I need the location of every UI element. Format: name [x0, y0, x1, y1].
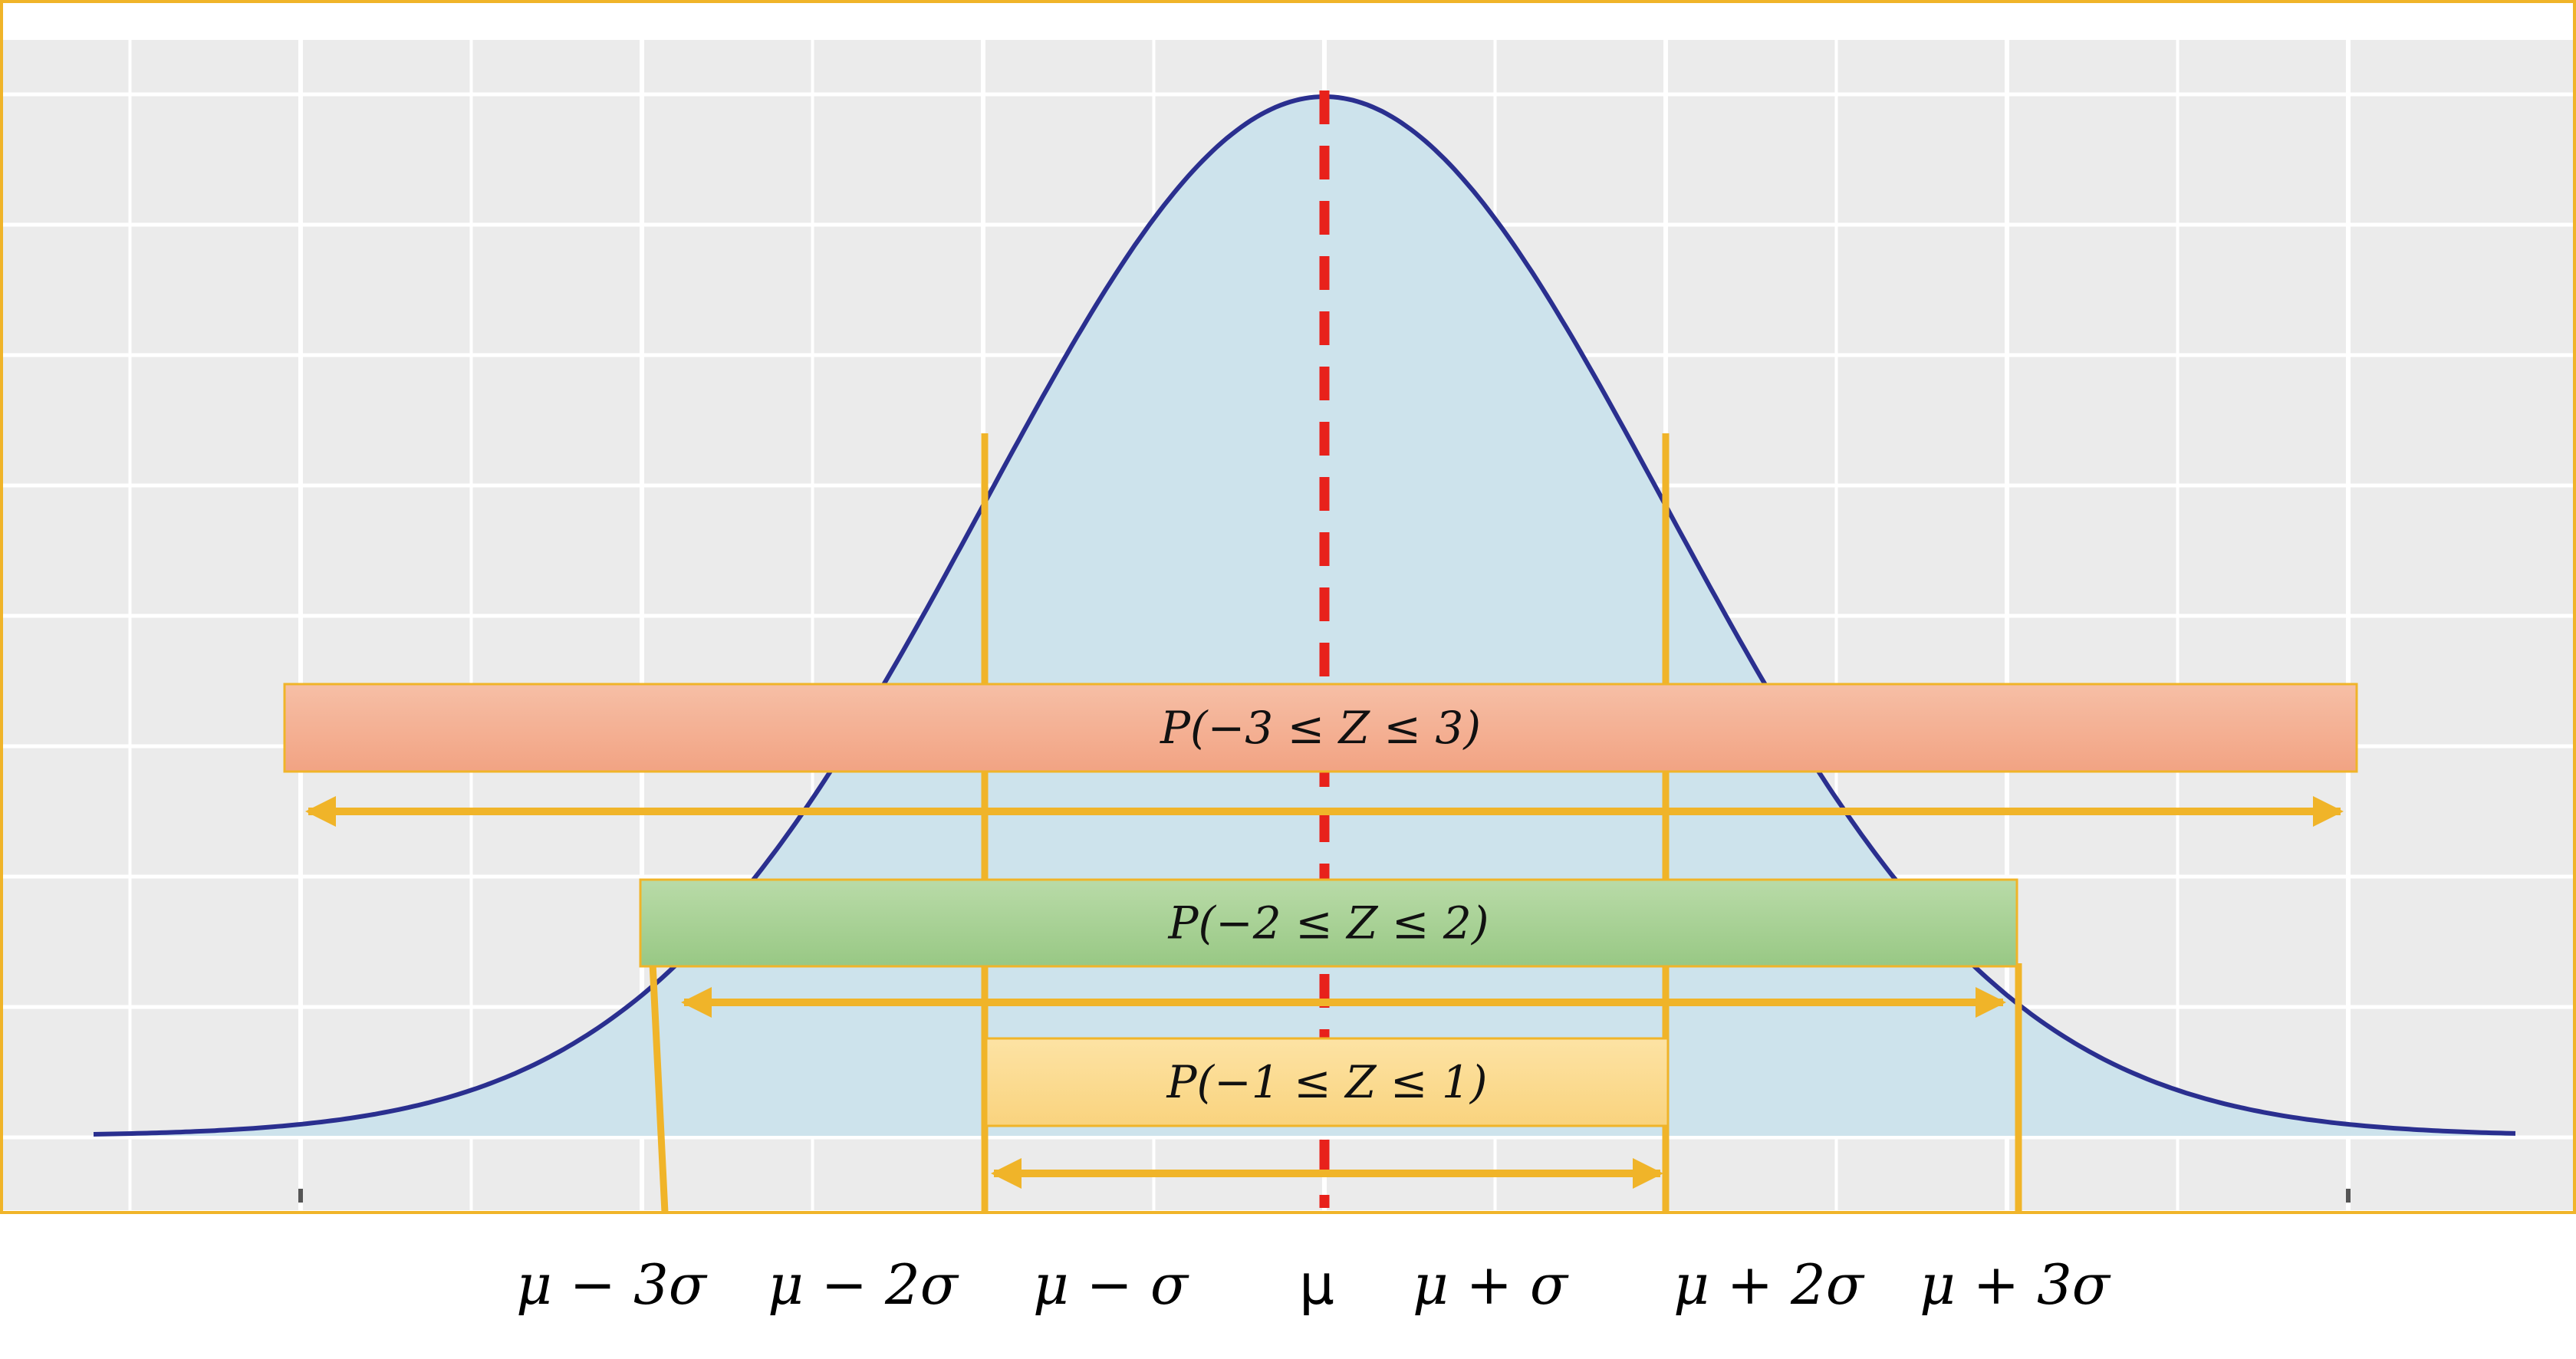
x-tick-label: μ − 2σ	[768, 1252, 959, 1317]
x-tick-label: μ + σ	[1413, 1252, 1569, 1317]
x-axis-tick-labels: μ − 3σ μ − 2σ μ − σ μ μ + σ μ + 2σ μ + 3σ	[516, 1252, 2111, 1317]
density-area	[94, 97, 2515, 1136]
interval-label-box	[639, 878, 2018, 968]
probability-intervals: P(−3 ≤ Z ≤ 3) P(−2 ≤ Z ≤ 2) P(−1 ≤ Z ≤ 1)	[283, 683, 2358, 1189]
interval-group-1: P(−3 ≤ Z ≤ 3)	[283, 683, 2358, 827]
x-tick-label: μ + 3σ	[1920, 1252, 2111, 1317]
interval-label-box	[985, 1037, 1670, 1127]
sigma-line--2	[649, 962, 669, 1213]
figure-border	[0, 0, 2576, 1214]
interval-label-box	[283, 683, 2358, 773]
interval-label: P(−3 ≤ Z ≤ 3)	[1160, 702, 1481, 754]
x-axis-ticks	[298, 1189, 2351, 1203]
interval-label: P(−2 ≤ Z ≤ 2)	[1168, 897, 1489, 949]
interval-group-2: P(−2 ≤ Z ≤ 2)	[639, 878, 2018, 1018]
x-tick-label: μ − 3σ	[516, 1252, 708, 1317]
x-tick-label: μ	[1299, 1252, 1334, 1317]
interval-group-3: P(−1 ≤ Z ≤ 1)	[985, 1037, 1670, 1189]
x-tick-label: μ − σ	[1033, 1252, 1189, 1317]
density-curve	[93, 94, 2516, 1137]
x-tick-label: μ + 2σ	[1673, 1252, 1865, 1317]
interval-label: P(−1 ≤ Z ≤ 1)	[1166, 1056, 1488, 1108]
